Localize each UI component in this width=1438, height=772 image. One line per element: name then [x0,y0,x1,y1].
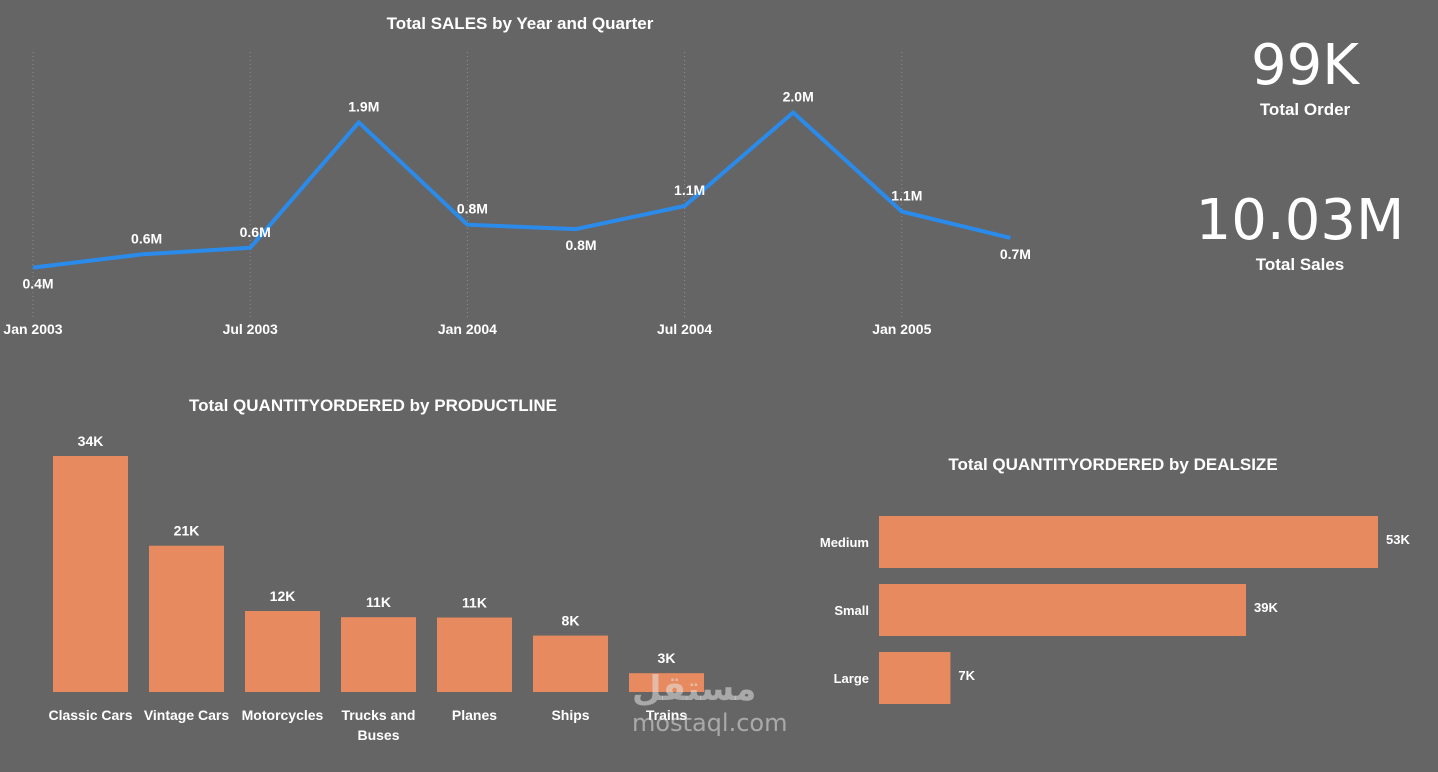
data-label: 8K [562,613,580,629]
bar [53,456,128,692]
data-label: 0.6M [131,230,162,246]
data-label: 39K [1254,600,1278,615]
category-label: Vintage Cars [144,707,230,723]
data-label: 7K [958,668,975,683]
bar [879,516,1378,568]
x-tick-label: Jul 2004 [657,321,712,337]
x-tick-label: Jan 2004 [438,321,497,337]
x-tick-label: Jul 2003 [223,321,278,337]
data-label: 12K [270,588,296,604]
bar [879,584,1247,636]
data-label: 3K [658,650,676,666]
bar [245,611,320,692]
data-label: 0.8M [565,237,596,253]
sales-line-chart: Total SALES by Year and Quarter Jan 2003… [3,14,1031,337]
data-label: 21K [174,523,200,539]
dealsize-chart-title: Total QUANTITYORDERED by DEALSIZE [948,455,1277,474]
bar [437,617,512,692]
bar [879,652,951,704]
category-label: Medium [820,535,869,550]
category-label: Small [834,603,869,618]
mostaql-watermark: مستقل mostaql.com [632,670,787,738]
data-label: 34K [78,433,104,449]
data-label: 0.6M [240,224,271,240]
data-label: 1.1M [891,188,922,204]
sales-line-chart-title: Total SALES by Year and Quarter [387,14,654,33]
data-label: 0.8M [457,201,488,217]
category-label: Trucks and Buses [342,707,416,743]
bar [533,635,608,692]
bar [629,673,704,692]
dealsize-bar-chart: Total QUANTITYORDERED by DEALSIZE Medium… [820,455,1410,704]
category-label: Classic Cars [48,707,132,723]
data-label: 11K [462,595,487,611]
category-label: Large [834,671,869,686]
data-label: 1.9M [348,98,379,114]
bar [341,617,416,692]
bar [149,545,224,692]
category-label: Planes [452,707,497,723]
watermark-url: mostaql.com [632,709,788,737]
data-label: 0.7M [1000,246,1031,262]
total-sales-card: 10.03M Total Sales [1175,193,1425,275]
category-label: Trains [646,707,687,723]
x-tick-label: Jan 2003 [3,321,62,337]
data-label: 11K [366,594,391,610]
total-order-value: 99K [1251,33,1359,98]
total-sales-value: 10.03M [1195,188,1405,253]
productline-chart-title: Total QUANTITYORDERED by PRODUCTLINE [189,396,557,415]
sales-series-line [32,109,1011,270]
category-label: Ships [551,707,589,723]
total-sales-label: Total Sales [1255,255,1345,274]
watermark-logo: مستقل [632,669,757,709]
x-tick-label: Jan 2005 [872,321,931,337]
total-order-card: 99K Total Order [1200,38,1410,120]
category-label: Motorcycles [242,707,324,723]
data-label: 0.4M [22,276,53,292]
data-label: 53K [1386,532,1410,547]
productline-bar-chart: Total QUANTITYORDERED by PRODUCTLINE 34K… [48,396,704,743]
total-order-label: Total Order [1259,100,1351,119]
data-label: 2.0M [783,89,814,105]
data-label: 1.1M [674,182,705,198]
